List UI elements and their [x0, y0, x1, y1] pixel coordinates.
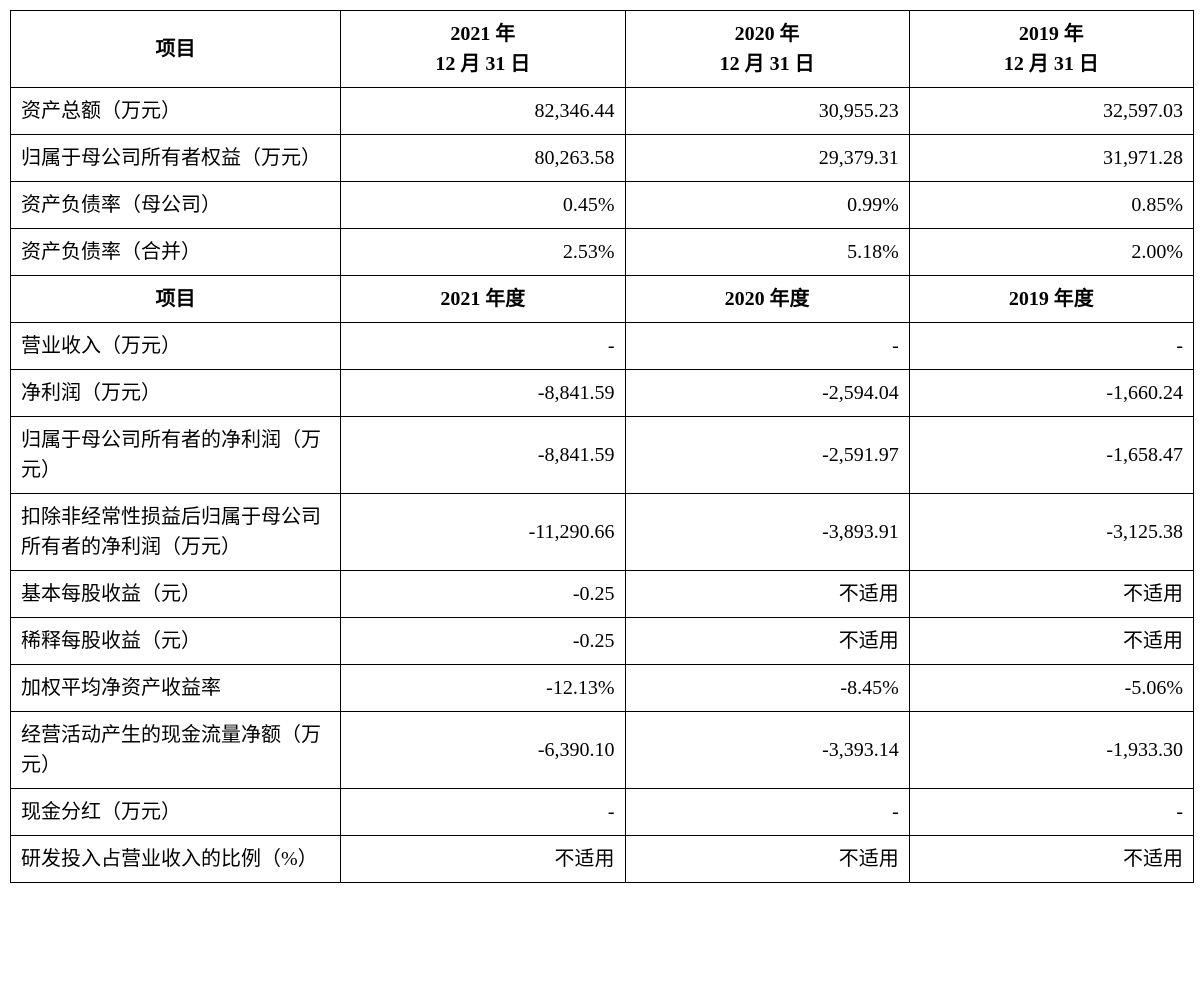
row-value-3: 31,971.28 [909, 135, 1193, 182]
row-value-1: -6,390.10 [341, 712, 625, 789]
row-label: 资产总额（万元） [11, 88, 341, 135]
table-row: 资产负债率（母公司）0.45%0.99%0.85% [11, 182, 1194, 229]
table-row: 现金分红（万元）--- [11, 789, 1194, 836]
table-header-row: 项目2021 年度2020 年度2019 年度 [11, 276, 1194, 323]
table-header-row: 项目2021 年12 月 31 日2020 年12 月 31 日2019 年12… [11, 11, 1194, 88]
row-value-2: -3,393.14 [625, 712, 909, 789]
row-value-1: 2.53% [341, 229, 625, 276]
row-value-2: - [625, 323, 909, 370]
row-value-1: 0.45% [341, 182, 625, 229]
table-row: 归属于母公司所有者权益（万元）80,263.5829,379.3131,971.… [11, 135, 1194, 182]
row-value-2: 5.18% [625, 229, 909, 276]
header-col-1: 2021 年12 月 31 日 [341, 11, 625, 88]
row-label: 扣除非经常性损益后归属于母公司所有者的净利润（万元） [11, 494, 341, 571]
row-value-3: 不适用 [909, 571, 1193, 618]
row-value-1: 不适用 [341, 836, 625, 883]
table-row: 净利润（万元）-8,841.59-2,594.04-1,660.24 [11, 370, 1194, 417]
row-value-3: 不适用 [909, 618, 1193, 665]
row-label: 净利润（万元） [11, 370, 341, 417]
row-value-3: -1,933.30 [909, 712, 1193, 789]
table-row: 扣除非经常性损益后归属于母公司所有者的净利润（万元）-11,290.66-3,8… [11, 494, 1194, 571]
row-label: 现金分红（万元） [11, 789, 341, 836]
table-row: 归属于母公司所有者的净利润（万元）-8,841.59-2,591.97-1,65… [11, 417, 1194, 494]
row-value-3: 0.85% [909, 182, 1193, 229]
row-value-2: -2,594.04 [625, 370, 909, 417]
row-value-2: 0.99% [625, 182, 909, 229]
row-value-1: -0.25 [341, 618, 625, 665]
row-value-2: - [625, 789, 909, 836]
row-value-3: -5.06% [909, 665, 1193, 712]
row-value-2: 不适用 [625, 836, 909, 883]
header-label: 项目 [11, 11, 341, 88]
row-value-3: - [909, 323, 1193, 370]
row-value-3: -1,660.24 [909, 370, 1193, 417]
row-value-3: 2.00% [909, 229, 1193, 276]
row-label: 营业收入（万元） [11, 323, 341, 370]
row-value-2: 不适用 [625, 618, 909, 665]
row-value-3: 不适用 [909, 836, 1193, 883]
row-value-1: -12.13% [341, 665, 625, 712]
row-value-1: -0.25 [341, 571, 625, 618]
row-value-3: -3,125.38 [909, 494, 1193, 571]
row-value-1: 82,346.44 [341, 88, 625, 135]
row-value-2: -2,591.97 [625, 417, 909, 494]
row-value-1: 80,263.58 [341, 135, 625, 182]
table-row: 资产负债率（合并）2.53%5.18%2.00% [11, 229, 1194, 276]
header-label: 项目 [11, 276, 341, 323]
table-row: 基本每股收益（元）-0.25不适用不适用 [11, 571, 1194, 618]
row-value-2: -8.45% [625, 665, 909, 712]
row-label: 研发投入占营业收入的比例（%） [11, 836, 341, 883]
financial-table: 项目2021 年12 月 31 日2020 年12 月 31 日2019 年12… [10, 10, 1194, 883]
header-col-3: 2019 年12 月 31 日 [909, 11, 1193, 88]
table-row: 资产总额（万元）82,346.4430,955.2332,597.03 [11, 88, 1194, 135]
row-label: 经营活动产生的现金流量净额（万元） [11, 712, 341, 789]
header-col-2: 2020 年12 月 31 日 [625, 11, 909, 88]
header-col-2: 2020 年度 [625, 276, 909, 323]
row-value-2: 30,955.23 [625, 88, 909, 135]
header-col-1: 2021 年度 [341, 276, 625, 323]
header-col-3: 2019 年度 [909, 276, 1193, 323]
row-value-2: -3,893.91 [625, 494, 909, 571]
table-row: 经营活动产生的现金流量净额（万元）-6,390.10-3,393.14-1,93… [11, 712, 1194, 789]
table-row: 稀释每股收益（元）-0.25不适用不适用 [11, 618, 1194, 665]
row-label: 资产负债率（母公司） [11, 182, 341, 229]
row-label: 归属于母公司所有者权益（万元） [11, 135, 341, 182]
row-value-3: - [909, 789, 1193, 836]
table-row: 营业收入（万元）--- [11, 323, 1194, 370]
row-value-1: - [341, 789, 625, 836]
table-row: 加权平均净资产收益率-12.13%-8.45%-5.06% [11, 665, 1194, 712]
row-value-3: -1,658.47 [909, 417, 1193, 494]
row-value-1: - [341, 323, 625, 370]
table-row: 研发投入占营业收入的比例（%）不适用不适用不适用 [11, 836, 1194, 883]
row-label: 加权平均净资产收益率 [11, 665, 341, 712]
row-label: 归属于母公司所有者的净利润（万元） [11, 417, 341, 494]
row-value-1: -8,841.59 [341, 417, 625, 494]
row-label: 资产负债率（合并） [11, 229, 341, 276]
row-value-1: -8,841.59 [341, 370, 625, 417]
row-value-1: -11,290.66 [341, 494, 625, 571]
row-label: 稀释每股收益（元） [11, 618, 341, 665]
row-value-2: 不适用 [625, 571, 909, 618]
row-label: 基本每股收益（元） [11, 571, 341, 618]
row-value-2: 29,379.31 [625, 135, 909, 182]
row-value-3: 32,597.03 [909, 88, 1193, 135]
